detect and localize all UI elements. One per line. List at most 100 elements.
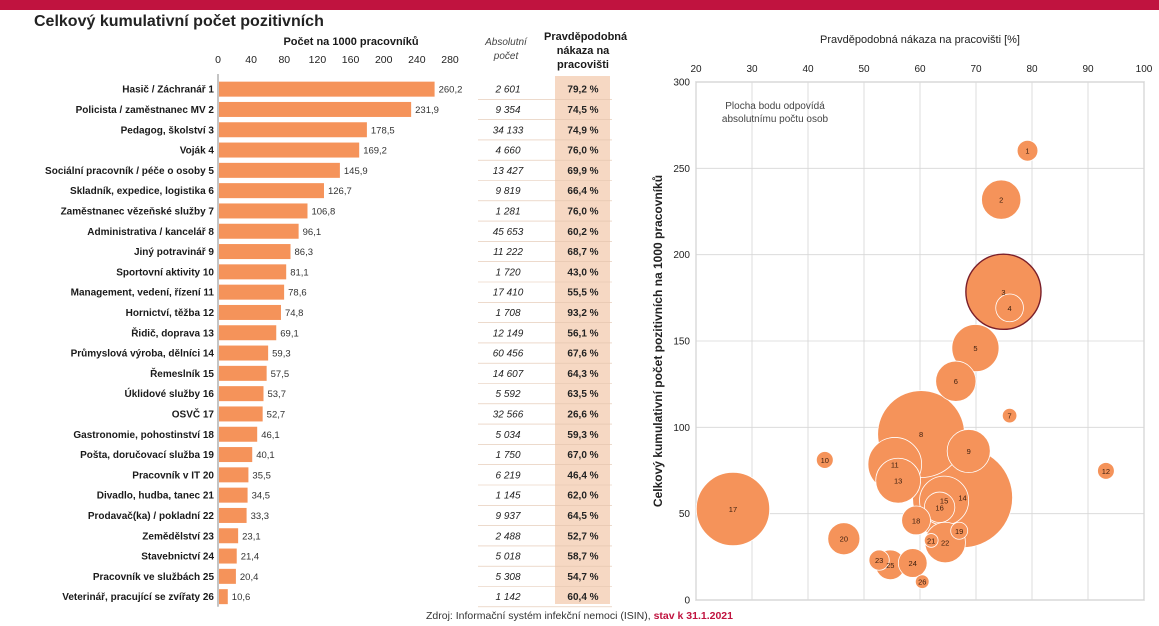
bubble-y-tick-label: 250 — [673, 164, 690, 175]
bar-value-label: 96,1 — [303, 227, 322, 238]
bar — [219, 589, 228, 605]
bubble-x-tick-label: 100 — [1136, 64, 1153, 75]
probability-cell: 43,0 % — [567, 267, 598, 278]
bar-category-label: Pošta, doručovací služba 19 — [80, 450, 214, 461]
bubble-x-tick-label: 70 — [970, 64, 982, 75]
bar — [219, 447, 253, 463]
bar — [219, 568, 236, 584]
absolute-count-cell: 32 566 — [493, 409, 524, 420]
bar-x-tick-label: 160 — [342, 54, 360, 66]
bar-x-tick-label: 120 — [309, 54, 327, 66]
bubble — [868, 549, 890, 571]
bubble-y-tick-label: 150 — [673, 337, 690, 348]
bar-category-label: Řidič, doprava 13 — [131, 326, 214, 339]
bar-category-label: Veterinář, pracující se zvířaty 26 — [62, 592, 214, 603]
absolute-count-cell: 5 592 — [495, 389, 520, 400]
bar-value-label: 34,5 — [252, 491, 270, 502]
absolute-count-cell: 5 034 — [495, 430, 520, 441]
bar-value-label: 126,7 — [328, 186, 352, 197]
source-note: Zdroj: Informační systém infekční nemoci… — [0, 610, 1159, 622]
probability-cell: 79,2 % — [567, 85, 598, 96]
bar-value-label: 57,5 — [271, 369, 290, 380]
bar — [219, 548, 237, 564]
absolute-count-cell: 2 601 — [494, 85, 520, 96]
bubble-x-tick-label: 40 — [802, 64, 814, 75]
probability-cell: 64,3 % — [567, 369, 598, 380]
source-date: stav k 31.1.2021 — [653, 610, 733, 622]
bar — [219, 264, 287, 280]
probability-cell: 60,4 % — [567, 592, 598, 603]
bar-value-label: 86,3 — [295, 247, 314, 258]
absolute-count-cell: 13 427 — [493, 166, 524, 177]
bubble-annotation: Plocha bodu odpovídá absolutnímu počtu os… — [722, 101, 829, 125]
source-text: Zdroj: Informační systém infekční nemoci… — [426, 610, 654, 622]
bar-value-label: 33,3 — [251, 511, 270, 522]
bubble-label: 4 — [1008, 304, 1012, 313]
bubble-label: 21 — [927, 536, 935, 545]
probability-cell: 59,3 % — [567, 430, 598, 441]
bubble — [923, 491, 956, 523]
absolute-count-cell: 1 750 — [495, 450, 520, 461]
bar — [219, 467, 249, 483]
bubble-label: 20 — [840, 535, 848, 544]
bar-x-tick-label: 280 — [441, 54, 459, 66]
bar-category-label: Hasič / Záchranář 1 — [122, 85, 214, 96]
bar-value-label: 106,8 — [311, 206, 335, 217]
absolute-count-cell: 1 708 — [495, 308, 520, 319]
bar-category-label: Management, vedení, řízení 11 — [71, 288, 215, 299]
bar-category-label: Úklidové služby 16 — [125, 387, 215, 400]
bar-category-label: Administrativa / kancelář 8 — [87, 227, 214, 238]
absolute-count-cell: 1 145 — [495, 491, 520, 502]
bar-value-label: 78,6 — [288, 288, 307, 299]
bar-category-label: Voják 4 — [180, 146, 215, 157]
probability-cell: 46,4 % — [567, 470, 598, 481]
bubble — [981, 179, 1022, 220]
probability-cell: 76,0 % — [567, 206, 598, 217]
probability-cell: 69,9 % — [567, 166, 598, 177]
bar-value-label: 35,5 — [252, 470, 271, 481]
bubble — [1097, 462, 1115, 480]
bubble-y-axis-title: Celkový kumulativní počet pozitivních na… — [651, 175, 665, 507]
bar-value-label: 20,4 — [240, 572, 259, 583]
bar-x-tick-label: 0 — [215, 54, 221, 66]
bubble — [946, 429, 991, 473]
probability-cell: 52,7 % — [567, 531, 598, 542]
bubble-y-tick-label: 200 — [673, 250, 690, 261]
bar-category-label: Zaměstnanec vězeňské služby 7 — [61, 206, 215, 217]
absolute-count-cell: 1 281 — [495, 206, 520, 217]
bar-value-label: 40,1 — [256, 450, 275, 461]
bar-category-label: Skladník, expedice, logistika 6 — [70, 186, 214, 197]
bubble — [695, 471, 771, 547]
bar — [219, 325, 277, 341]
bar-value-label: 46,1 — [261, 430, 280, 441]
bar-value-label: 145,9 — [344, 166, 368, 177]
bubble — [995, 293, 1024, 323]
bar — [219, 406, 263, 422]
bubble-label: 14 — [958, 494, 966, 503]
bubble-label: 8 — [919, 430, 923, 439]
probability-cell: 67,0 % — [567, 450, 598, 461]
probability-cell: 74,9 % — [567, 125, 598, 136]
bar — [219, 162, 340, 178]
bar — [219, 507, 247, 523]
bar-category-label: Jiný potravinář 9 — [134, 247, 214, 258]
bar — [219, 122, 367, 138]
probability-cell: 58,7 % — [567, 552, 598, 563]
bubble-label: 25 — [886, 561, 894, 570]
absolute-count-cell: 9 819 — [495, 186, 520, 197]
bar — [219, 244, 291, 260]
bubble-label: 6 — [954, 377, 958, 386]
bubble-label: 10 — [821, 456, 829, 465]
bar-category-label: Gastronomie, pohostinství 18 — [73, 430, 214, 441]
bar-category-label: Pracovník v IT 20 — [132, 470, 214, 481]
bar-category-label: OSVČ 17 — [172, 407, 215, 420]
bar-category-label: Průmyslová výroba, dělníci 14 — [71, 348, 215, 360]
bubble-label: 9 — [967, 447, 971, 456]
bubble-x-tick-label: 20 — [690, 64, 702, 75]
bar — [219, 284, 285, 300]
bar-category-label: Sportovní aktivity 10 — [116, 267, 214, 278]
probability-cell: 54,7 % — [567, 572, 598, 583]
bar — [219, 183, 324, 199]
bar-category-label: Pracovník ve službách 25 — [93, 572, 215, 583]
